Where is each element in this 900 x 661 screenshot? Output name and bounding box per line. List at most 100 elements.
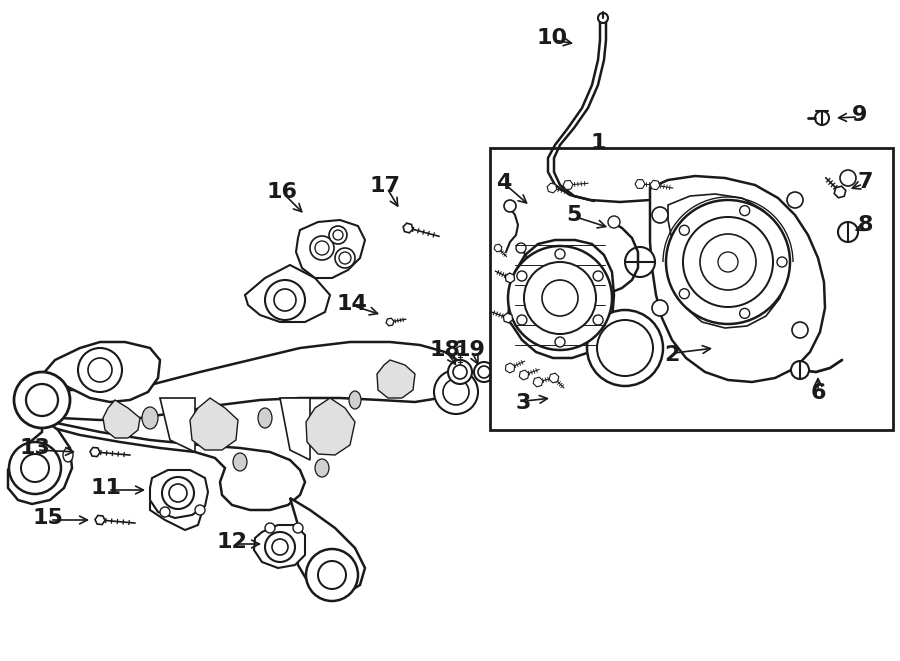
Text: 8: 8 xyxy=(857,215,873,235)
Polygon shape xyxy=(508,240,614,358)
Circle shape xyxy=(88,358,112,382)
Circle shape xyxy=(792,322,808,338)
Text: 14: 14 xyxy=(337,294,367,314)
Text: 2: 2 xyxy=(664,345,680,365)
Text: 9: 9 xyxy=(852,105,868,125)
Circle shape xyxy=(516,243,526,253)
Polygon shape xyxy=(296,220,365,278)
Ellipse shape xyxy=(258,408,272,428)
Polygon shape xyxy=(456,346,464,354)
Circle shape xyxy=(666,200,790,324)
Text: 7: 7 xyxy=(857,172,873,192)
Circle shape xyxy=(21,454,49,482)
Polygon shape xyxy=(42,420,305,510)
Polygon shape xyxy=(549,373,559,383)
Polygon shape xyxy=(506,273,515,283)
Circle shape xyxy=(690,224,766,300)
Circle shape xyxy=(504,200,516,212)
Circle shape xyxy=(683,217,773,307)
Polygon shape xyxy=(377,360,415,398)
Text: 10: 10 xyxy=(536,28,568,48)
Circle shape xyxy=(265,280,305,320)
Circle shape xyxy=(524,262,596,334)
Text: 17: 17 xyxy=(370,176,400,196)
Circle shape xyxy=(14,372,70,428)
Polygon shape xyxy=(503,313,513,323)
Polygon shape xyxy=(386,318,394,326)
Circle shape xyxy=(700,234,756,290)
Circle shape xyxy=(587,310,663,386)
Polygon shape xyxy=(95,516,105,525)
Ellipse shape xyxy=(349,391,361,409)
Text: 11: 11 xyxy=(91,478,122,498)
Polygon shape xyxy=(280,398,310,460)
Text: 5: 5 xyxy=(566,205,581,225)
Circle shape xyxy=(310,236,334,260)
Text: 4: 4 xyxy=(496,173,512,193)
Text: 1: 1 xyxy=(590,133,606,153)
Polygon shape xyxy=(245,265,330,322)
Text: 6: 6 xyxy=(810,383,826,403)
Circle shape xyxy=(169,484,187,502)
Circle shape xyxy=(453,365,467,379)
Circle shape xyxy=(680,225,689,235)
Circle shape xyxy=(265,523,275,533)
Bar xyxy=(490,148,893,430)
Polygon shape xyxy=(650,176,825,382)
Circle shape xyxy=(740,309,750,319)
Circle shape xyxy=(597,320,653,376)
Circle shape xyxy=(443,379,469,405)
Circle shape xyxy=(318,561,346,589)
Text: 16: 16 xyxy=(266,182,298,202)
Circle shape xyxy=(329,226,347,244)
Circle shape xyxy=(593,315,603,325)
Polygon shape xyxy=(254,525,305,568)
Circle shape xyxy=(272,539,288,555)
Circle shape xyxy=(274,289,296,311)
Circle shape xyxy=(26,384,58,416)
Circle shape xyxy=(680,289,689,299)
Circle shape xyxy=(160,507,170,517)
Circle shape xyxy=(542,280,578,316)
Circle shape xyxy=(777,257,787,267)
Circle shape xyxy=(478,366,490,378)
Circle shape xyxy=(555,249,565,259)
Circle shape xyxy=(335,248,355,268)
Polygon shape xyxy=(90,447,100,457)
Circle shape xyxy=(652,207,668,223)
Circle shape xyxy=(339,252,351,264)
Circle shape xyxy=(474,362,494,382)
Polygon shape xyxy=(834,186,846,198)
Circle shape xyxy=(293,523,303,533)
Polygon shape xyxy=(42,342,160,402)
Polygon shape xyxy=(8,418,72,504)
Polygon shape xyxy=(150,490,202,530)
Ellipse shape xyxy=(315,459,329,477)
Circle shape xyxy=(593,271,603,281)
Text: 13: 13 xyxy=(20,438,50,458)
Polygon shape xyxy=(190,398,238,450)
Circle shape xyxy=(162,477,194,509)
Circle shape xyxy=(598,13,608,23)
Circle shape xyxy=(434,370,478,414)
Polygon shape xyxy=(668,194,786,328)
Text: 15: 15 xyxy=(32,508,63,528)
Polygon shape xyxy=(290,498,365,594)
Circle shape xyxy=(508,246,612,350)
Circle shape xyxy=(791,361,809,379)
Polygon shape xyxy=(650,180,660,190)
Circle shape xyxy=(555,337,565,347)
Circle shape xyxy=(550,288,570,308)
Polygon shape xyxy=(635,180,645,188)
Polygon shape xyxy=(519,370,528,380)
Polygon shape xyxy=(103,400,140,438)
Circle shape xyxy=(333,230,343,240)
Circle shape xyxy=(840,170,856,186)
Text: 19: 19 xyxy=(454,340,485,360)
Ellipse shape xyxy=(233,453,247,471)
Circle shape xyxy=(838,222,858,242)
Circle shape xyxy=(740,206,750,215)
Polygon shape xyxy=(563,180,573,190)
Circle shape xyxy=(787,192,803,208)
Polygon shape xyxy=(150,470,208,518)
